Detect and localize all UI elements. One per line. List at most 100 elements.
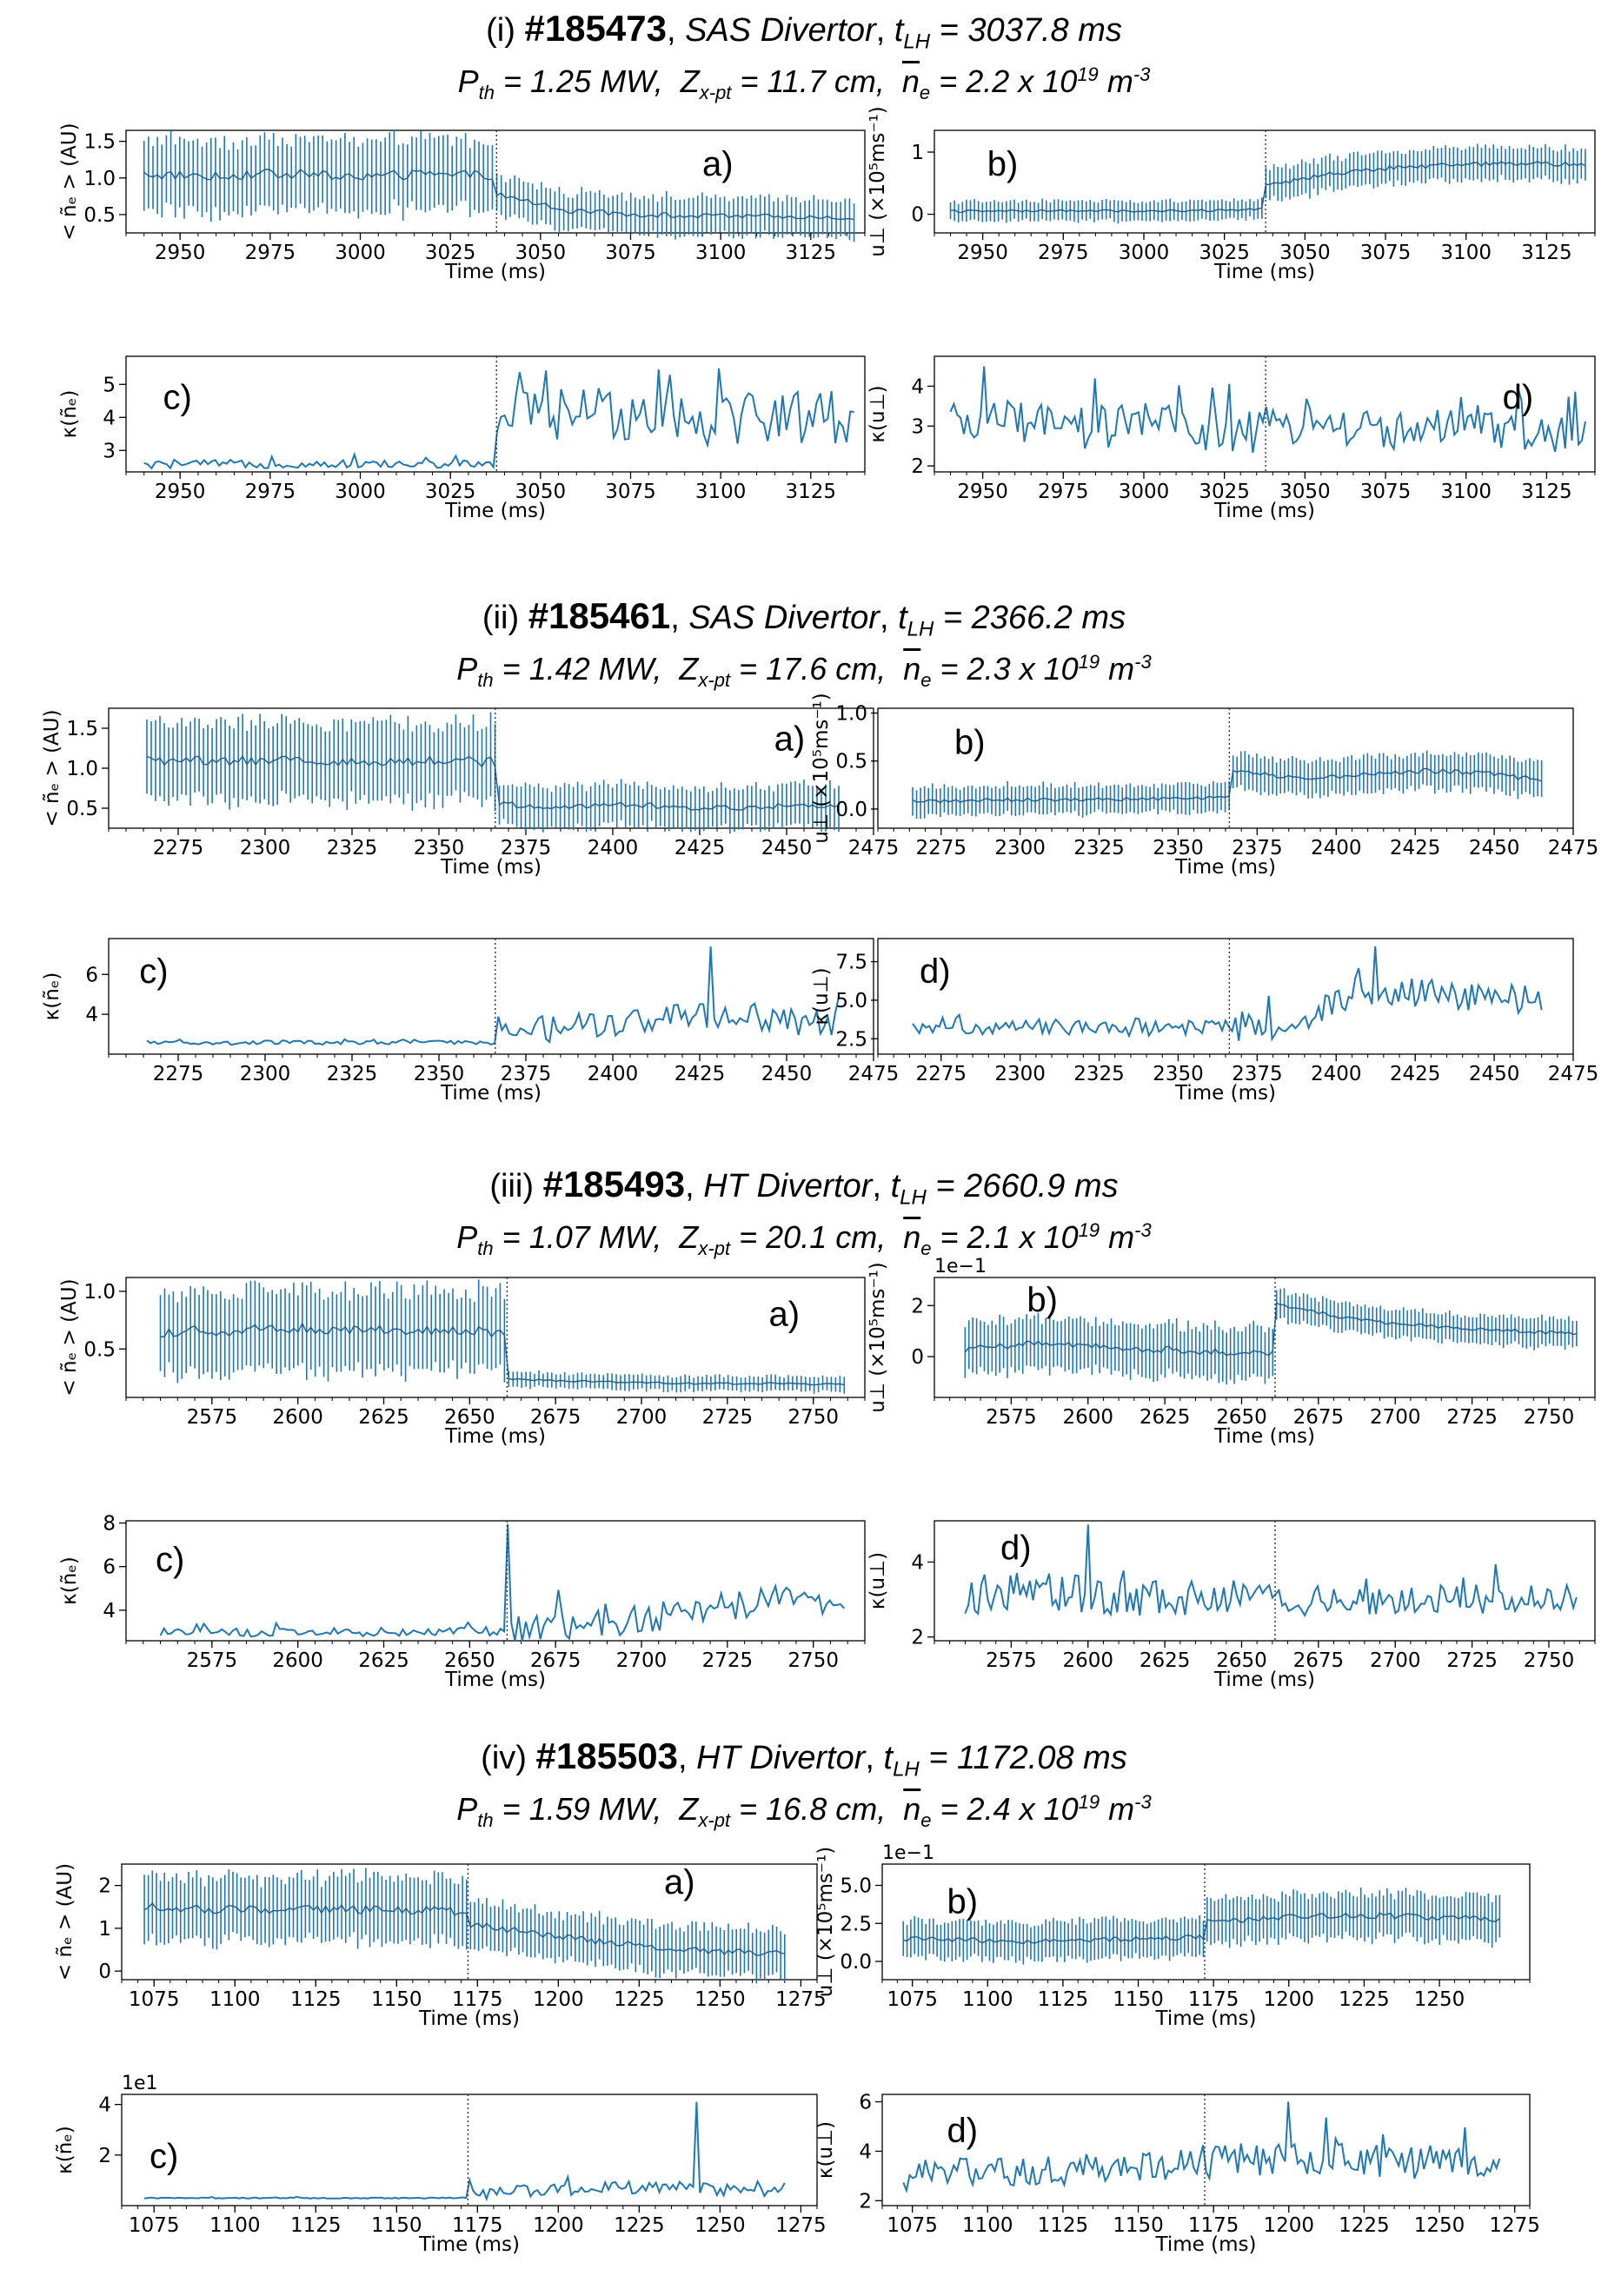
x-axis-label: Time (ms) xyxy=(1155,2007,1257,2030)
x-tick-label: 2750 xyxy=(787,1406,839,1429)
data-series xyxy=(912,946,1543,1042)
data-series xyxy=(159,1523,846,1642)
x-tick-label: 2300 xyxy=(240,837,291,859)
x-tick-label: 2750 xyxy=(1524,1406,1575,1429)
ne-symbol: n xyxy=(901,63,920,99)
pth-symbol: P xyxy=(457,63,479,99)
x-tick-label: 1075 xyxy=(129,1988,180,2011)
y-tick-label: 3 xyxy=(911,415,924,438)
data-series xyxy=(964,1288,1578,1385)
panel-letter: a) xyxy=(774,720,806,759)
axes-frame xyxy=(934,129,1596,234)
section-numeral: (i) xyxy=(486,12,515,49)
ne-value: = 2.4 x 10 xyxy=(940,1791,1079,1827)
y-axis-label: u⊥ (×10⁵ms⁻¹) xyxy=(810,693,833,843)
series-line xyxy=(903,1912,1500,1945)
tlh-symbol: t xyxy=(883,1740,894,1776)
x-tick-label: 1125 xyxy=(1038,1988,1089,2011)
pth-value: = 1.07 MW, xyxy=(502,1219,662,1255)
x-tick-label: 1075 xyxy=(887,1988,938,2011)
chart-i-d-velocity-kurt: 2950 2975 3000 3025 3050 3075 3100 3125 2 3 4 Time … xyxy=(867,355,1596,522)
ne-symbol: n xyxy=(903,1219,921,1255)
panel-letter: a) xyxy=(664,1863,695,1901)
panel-letter: c) xyxy=(163,379,192,417)
ne-exp: 19 xyxy=(1077,63,1099,85)
x-tick-label: 2450 xyxy=(761,1063,813,1085)
y-axis-label: < ñₑ > (AU) xyxy=(58,123,81,240)
x-tick-label: 2400 xyxy=(1311,837,1362,859)
x-axis-label: Time (ms) xyxy=(418,2233,520,2256)
x-tick-label: 2575 xyxy=(187,1406,238,1429)
x-tick-label: 2350 xyxy=(1153,1063,1204,1085)
x-tick-label: 2975 xyxy=(1038,481,1089,503)
x-tick-label: 2350 xyxy=(414,1063,465,1085)
data-series xyxy=(912,750,1543,820)
section-iii-title: (iii) #185493, HT Divertor, tLH = 2660.9… xyxy=(489,1164,1119,1210)
y-tick-label: 0.0 xyxy=(840,1951,872,1974)
x-tick-label: 3100 xyxy=(695,481,747,503)
panel-letter: d) xyxy=(947,2112,979,2150)
pth-value: = 1.42 MW, xyxy=(502,651,662,687)
data-series xyxy=(143,1868,786,1984)
ne-unit: m xyxy=(1108,1791,1135,1827)
ne-exp: 19 xyxy=(1078,1791,1100,1813)
series-line xyxy=(912,946,1543,1042)
x-tick-label: 2400 xyxy=(588,1063,639,1085)
chart-iv-d-velocity-kurt: 1075 1100 1125 1150 1175 1200 1225 1250 1275 2 4 6 T… xyxy=(814,2092,1540,2256)
x-tick-label: 3025 xyxy=(1199,481,1250,503)
x-tick-label: 2700 xyxy=(1370,1649,1421,1672)
pth-symbol: P xyxy=(456,1791,478,1827)
ne-unit-exp: -3 xyxy=(1134,1791,1152,1813)
data-series xyxy=(159,1279,846,1394)
ne-sub: e xyxy=(919,82,931,104)
x-tick-label: 1125 xyxy=(290,2214,342,2237)
y-axis-label: κ(u⊥) xyxy=(867,1552,889,1609)
x-tick-label: 3000 xyxy=(1119,242,1170,264)
ne-symbol: n xyxy=(903,651,921,687)
x-tick-label: 3075 xyxy=(1360,242,1412,264)
x-tick-label: 2275 xyxy=(915,1063,967,1085)
shot-number: #185503 xyxy=(535,1735,679,1776)
y-tick-label: 2.5 xyxy=(840,1913,872,1935)
x-tick-label: 3075 xyxy=(1360,481,1412,503)
shot-number: #185493 xyxy=(542,1164,686,1204)
x-tick-label: 1100 xyxy=(962,2214,1013,2237)
y-tick-label: 1 xyxy=(98,1918,111,1941)
x-tick-label: 2450 xyxy=(1469,1063,1520,1085)
ne-unit-exp: -3 xyxy=(1134,651,1152,673)
section-i-title: (i) #185473, SAS Divertor, tLH = 3037.8 … xyxy=(486,8,1122,54)
x-tick-label: 1250 xyxy=(694,2214,746,2237)
x-tick-label: 2675 xyxy=(530,1649,581,1672)
x-tick-label: 2325 xyxy=(327,837,378,859)
ne-value: = 2.3 x 10 xyxy=(940,651,1079,687)
series-line xyxy=(902,2101,1501,2194)
x-tick-label: 3075 xyxy=(605,481,656,503)
series-line xyxy=(950,161,1586,214)
y-tick-label: 4 xyxy=(103,407,116,429)
section-ii-params: Pth = 1.42 MW, Zx-pt = 17.6 cm, ne = 2.3… xyxy=(0,643,1608,700)
ne-unit: m xyxy=(1108,1219,1135,1255)
x-tick-label: 1150 xyxy=(1113,2214,1164,2237)
panel-letter: d) xyxy=(1000,1529,1032,1567)
section-iv-title: (iv) #185503, HT Divertor, tLH = 1172.08… xyxy=(481,1735,1127,1782)
axes-frame xyxy=(121,2094,818,2206)
x-tick-label: 3025 xyxy=(425,242,476,264)
tlh-sub: LH xyxy=(907,617,934,641)
y-tick-label: 0.5 xyxy=(83,204,116,227)
x-tick-label: 1275 xyxy=(775,1988,827,2011)
x-tick-label: 2300 xyxy=(994,837,1046,859)
chart-ii-d-velocity-kurt: 2275 2300 2325 2350 2375 2400 2425 2450 2475 2.5 5… xyxy=(810,938,1598,1105)
x-tick-label: 1175 xyxy=(1188,1988,1239,2011)
x-axis-label: Time (ms) xyxy=(444,261,546,283)
x-axis-label: Time (ms) xyxy=(1213,261,1315,283)
y-tick-label: 6 xyxy=(103,1556,116,1579)
y-tick-label: 1.0 xyxy=(83,168,116,190)
x-tick-label: 2475 xyxy=(848,1063,900,1085)
x-tick-label: 1225 xyxy=(614,1988,665,2011)
axes-frame xyxy=(881,2094,1531,2206)
ne-unit-exp: -3 xyxy=(1134,1219,1152,1241)
data-series xyxy=(146,712,840,834)
data-series xyxy=(964,1524,1578,1617)
shot-number: #185473 xyxy=(524,8,667,49)
chart-ii-b-velocity: 2275 2300 2325 2350 2375 2400 2425 2450 2475 0.0 0… xyxy=(810,693,1598,879)
